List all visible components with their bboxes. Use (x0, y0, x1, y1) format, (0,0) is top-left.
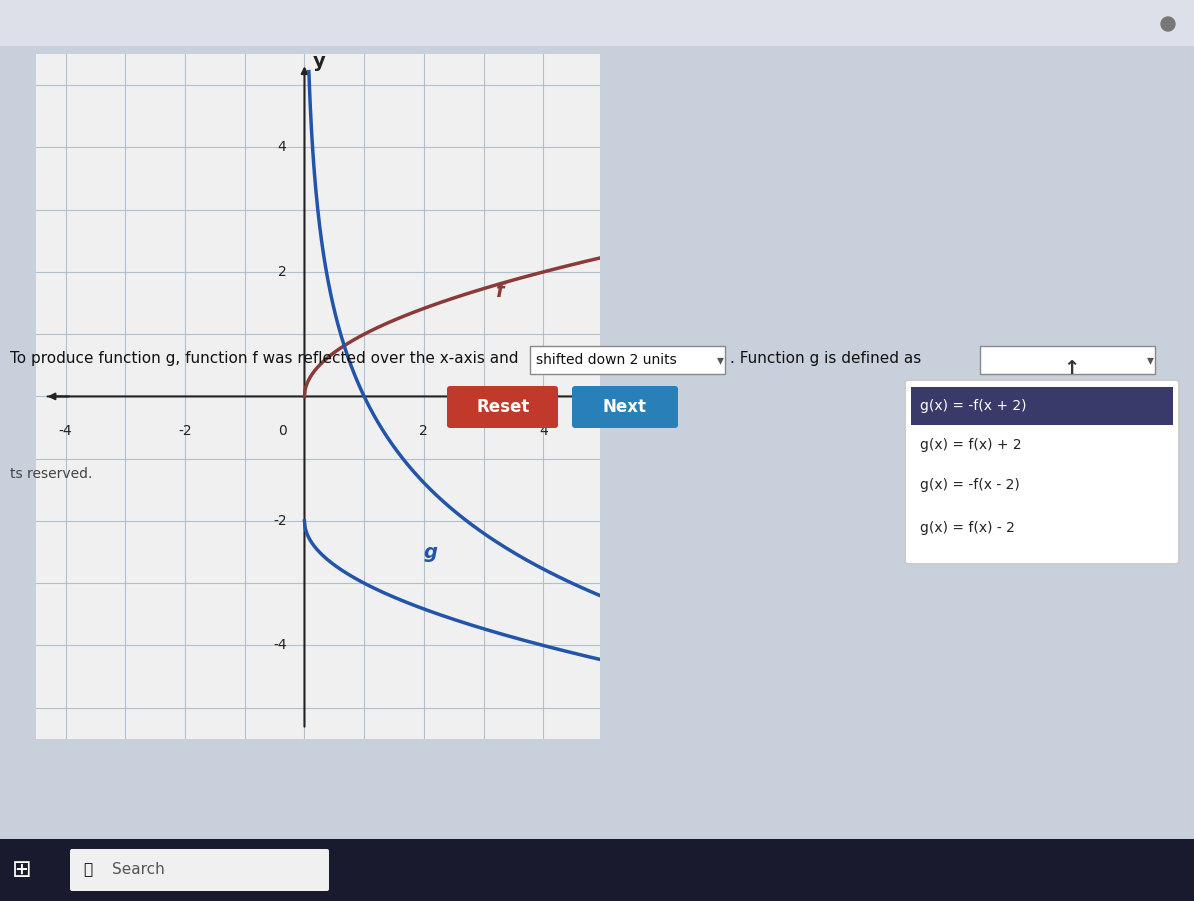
Text: g(x) = f(x) + 2: g(x) = f(x) + 2 (921, 438, 1022, 452)
Text: 🔍: 🔍 (84, 862, 92, 878)
Text: -2: -2 (178, 424, 192, 439)
Text: 0: 0 (278, 424, 287, 439)
Text: . Function g is defined as: . Function g is defined as (730, 350, 922, 366)
Text: -4: -4 (273, 639, 287, 652)
Circle shape (1161, 17, 1175, 31)
FancyBboxPatch shape (572, 386, 678, 428)
Text: 4: 4 (278, 141, 287, 154)
Text: x: x (617, 409, 630, 429)
Text: g: g (424, 543, 438, 562)
Bar (911, 387, 1173, 425)
Text: g(x) = f(x) - 2: g(x) = f(x) - 2 (921, 521, 1015, 535)
Text: ▾: ▾ (1147, 353, 1153, 367)
Text: -2: -2 (273, 514, 287, 528)
Bar (601, 51, 1194, 841)
Text: Search: Search (112, 862, 165, 878)
Text: 4: 4 (538, 424, 548, 439)
FancyBboxPatch shape (70, 849, 330, 891)
Text: 2: 2 (419, 424, 429, 439)
Text: f: f (496, 282, 504, 301)
Text: ▾: ▾ (718, 353, 724, 367)
Text: Reset: Reset (476, 398, 530, 416)
Text: g(x) = -f(x + 2): g(x) = -f(x + 2) (921, 399, 1027, 413)
Bar (0, 839, 1194, 901)
Text: To produce function g, function f was reflected over the x-axis and: To produce function g, function f was re… (10, 350, 518, 366)
Text: ↑: ↑ (1063, 359, 1079, 378)
Bar (0, 0, 1194, 46)
Text: g(x) = -f(x - 2): g(x) = -f(x - 2) (921, 478, 1020, 492)
FancyBboxPatch shape (905, 380, 1178, 564)
FancyBboxPatch shape (980, 346, 1155, 374)
FancyBboxPatch shape (530, 346, 725, 374)
Text: Next: Next (603, 398, 647, 416)
Text: ts reserved.: ts reserved. (10, 467, 92, 481)
Text: -4: -4 (59, 424, 73, 439)
Text: y: y (313, 51, 326, 70)
Text: shifted down 2 units: shifted down 2 units (536, 353, 677, 367)
Text: 2: 2 (278, 265, 287, 279)
Text: ⊞: ⊞ (12, 858, 32, 882)
FancyBboxPatch shape (447, 386, 558, 428)
